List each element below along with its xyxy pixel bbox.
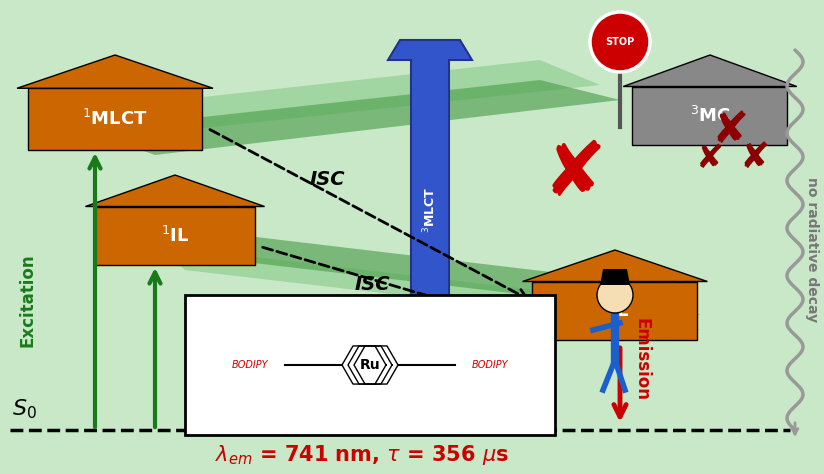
Bar bbox=[27, 88, 203, 150]
Bar bbox=[532, 282, 697, 340]
Text: ISC: ISC bbox=[355, 275, 391, 294]
Bar bbox=[633, 86, 788, 145]
Text: ✘: ✘ bbox=[740, 141, 770, 175]
Text: Emission: Emission bbox=[633, 319, 651, 401]
Text: ✘: ✘ bbox=[543, 138, 607, 212]
Text: $^1$IL: $^1$IL bbox=[161, 226, 190, 246]
Bar bbox=[185, 295, 555, 435]
Text: Ru: Ru bbox=[360, 358, 381, 372]
Text: ✘: ✘ bbox=[696, 142, 724, 174]
Polygon shape bbox=[155, 245, 700, 330]
Text: STOP: STOP bbox=[606, 37, 634, 47]
Polygon shape bbox=[600, 269, 630, 285]
Polygon shape bbox=[85, 80, 620, 155]
Text: $^3$IL: $^3$IL bbox=[601, 301, 630, 321]
Polygon shape bbox=[17, 55, 213, 88]
Text: Excitation: Excitation bbox=[19, 253, 37, 347]
Polygon shape bbox=[86, 175, 265, 207]
Text: BODIPY: BODIPY bbox=[471, 360, 508, 370]
Polygon shape bbox=[388, 40, 472, 405]
Text: ISC: ISC bbox=[310, 170, 345, 189]
Text: no radiative decay: no radiative decay bbox=[805, 177, 819, 323]
Polygon shape bbox=[155, 225, 700, 315]
Circle shape bbox=[590, 12, 650, 72]
Bar bbox=[95, 207, 255, 265]
Text: $^3$MC: $^3$MC bbox=[690, 106, 730, 126]
Polygon shape bbox=[522, 250, 707, 282]
Circle shape bbox=[597, 277, 633, 313]
Polygon shape bbox=[623, 55, 797, 86]
Text: $S_0$: $S_0$ bbox=[12, 397, 37, 420]
Text: ✘: ✘ bbox=[711, 109, 749, 152]
Text: $^3$MLCT: $^3$MLCT bbox=[422, 187, 438, 233]
Text: $\lambda_{em}$ = 741 nm, $\tau$ = 356 $\mu$s: $\lambda_{em}$ = 741 nm, $\tau$ = 356 $\… bbox=[215, 443, 509, 467]
Text: BODIPY: BODIPY bbox=[232, 360, 269, 370]
Polygon shape bbox=[85, 60, 600, 135]
Text: $^1$MLCT: $^1$MLCT bbox=[82, 109, 147, 129]
